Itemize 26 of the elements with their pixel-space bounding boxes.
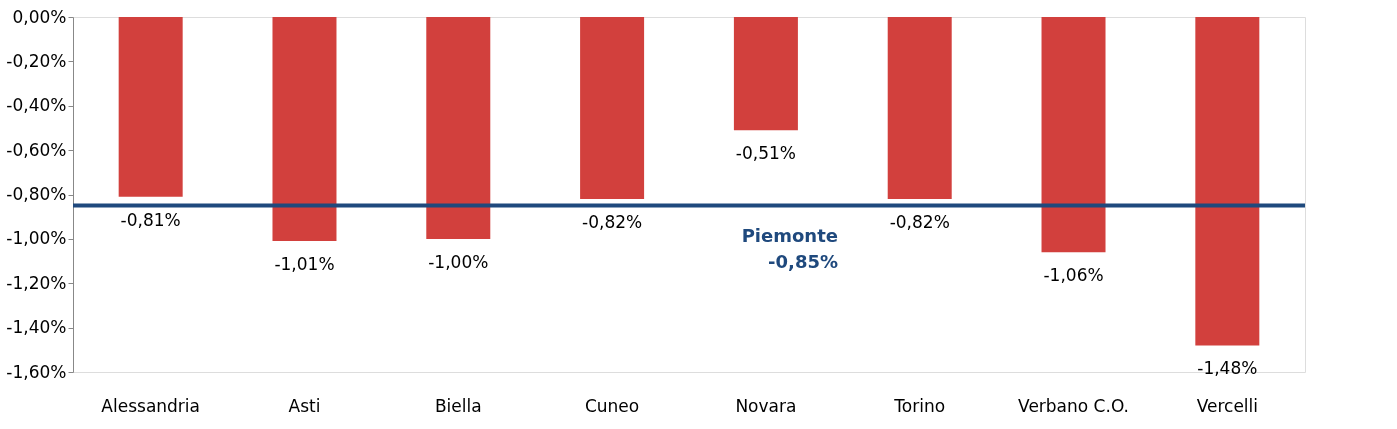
- data-label: -0,82%: [889, 211, 950, 232]
- y-tick-label: -0,80%: [6, 184, 67, 204]
- data-label: -1,48%: [1197, 358, 1258, 379]
- y-tick-label: -0,60%: [6, 139, 67, 160]
- y-tick-label: -0,40%: [6, 95, 67, 116]
- ref-line-label: Piemonte -0,85%: [741, 224, 838, 272]
- y-tick-label: -1,20%: [6, 272, 67, 293]
- x-tick-label: Torino: [893, 395, 946, 416]
- x-tick-label: Novara: [735, 395, 797, 416]
- x-tick-label: Biella: [434, 395, 482, 416]
- data-label: -1,06%: [1043, 265, 1104, 286]
- data-label: -1,00%: [428, 251, 489, 272]
- data-label: -0,82%: [582, 211, 643, 232]
- data-label: -0,51%: [735, 143, 796, 164]
- y-tick-label: -1,60%: [6, 361, 67, 382]
- x-tick-label: Cuneo: [584, 395, 640, 416]
- x-tick-label: Asti: [288, 395, 321, 416]
- data-label: -0,81%: [120, 209, 181, 230]
- x-tick-label: Alessandria: [101, 395, 200, 416]
- x-tick-label: Verbano C.O.: [1018, 395, 1129, 416]
- x-tick-label: Vercelli: [1196, 395, 1259, 416]
- y-tick-label: -0,20%: [6, 50, 67, 71]
- y-tick-label: -1,40%: [6, 317, 67, 338]
- data-label: -1,01%: [274, 254, 335, 275]
- y-tick-label: -1,00%: [6, 228, 67, 249]
- y-tick-label: 0,00%: [12, 6, 67, 27]
